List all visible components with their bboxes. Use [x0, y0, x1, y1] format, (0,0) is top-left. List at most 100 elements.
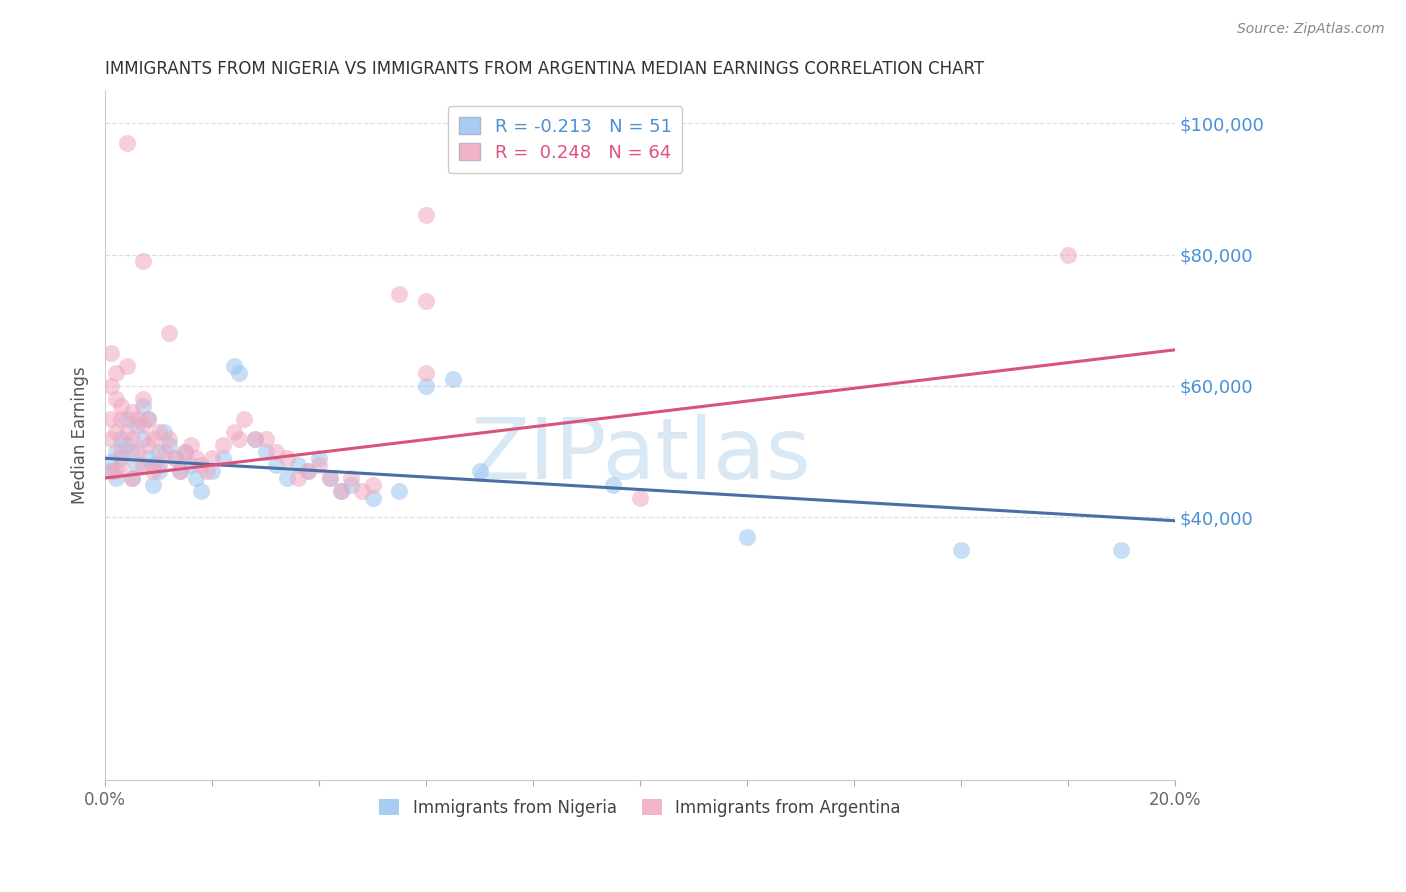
Point — [388, 484, 411, 499]
Point — [949, 543, 972, 558]
Point — [1109, 543, 1132, 558]
Point — [142, 477, 165, 491]
Point — [110, 432, 132, 446]
Point — [163, 451, 186, 466]
Point — [340, 471, 363, 485]
Point — [104, 366, 127, 380]
Point — [110, 412, 132, 426]
Point — [169, 465, 191, 479]
Point — [100, 412, 122, 426]
Point — [110, 451, 132, 466]
Point — [121, 432, 143, 446]
Legend: Immigrants from Nigeria, Immigrants from Argentina: Immigrants from Nigeria, Immigrants from… — [373, 792, 907, 823]
Point — [415, 366, 437, 380]
Point — [148, 458, 170, 472]
Point — [243, 432, 266, 446]
Point — [157, 432, 180, 446]
Point — [131, 254, 153, 268]
Point — [115, 425, 138, 439]
Text: IMMIGRANTS FROM NIGERIA VS IMMIGRANTS FROM ARGENTINA MEDIAN EARNINGS CORRELATION: IMMIGRANTS FROM NIGERIA VS IMMIGRANTS FR… — [105, 60, 984, 78]
Point — [276, 451, 298, 466]
Point — [148, 465, 170, 479]
Point — [121, 471, 143, 485]
Point — [100, 465, 122, 479]
Point — [115, 136, 138, 150]
Point — [180, 458, 202, 472]
Point — [104, 465, 127, 479]
Point — [297, 465, 319, 479]
Point — [243, 432, 266, 446]
Point — [222, 425, 245, 439]
Point — [115, 438, 138, 452]
Point — [127, 444, 149, 458]
Point — [308, 451, 330, 466]
Text: ZIPatlas: ZIPatlas — [470, 415, 810, 498]
Point — [121, 471, 143, 485]
Point — [602, 477, 624, 491]
Point — [276, 471, 298, 485]
Point — [287, 471, 309, 485]
Point — [136, 412, 159, 426]
Point — [180, 438, 202, 452]
Point — [127, 418, 149, 433]
Point — [329, 484, 352, 499]
Point — [136, 451, 159, 466]
Point — [127, 412, 149, 426]
Point — [735, 530, 758, 544]
Point — [361, 491, 384, 505]
Point — [157, 438, 180, 452]
Point — [153, 425, 176, 439]
Point — [228, 432, 250, 446]
Point — [415, 379, 437, 393]
Point — [297, 465, 319, 479]
Point — [174, 444, 197, 458]
Point — [254, 432, 277, 446]
Point — [174, 444, 197, 458]
Point — [287, 458, 309, 472]
Point — [1056, 247, 1078, 261]
Point — [388, 287, 411, 301]
Point — [319, 471, 342, 485]
Point — [190, 458, 212, 472]
Point — [142, 465, 165, 479]
Point — [233, 412, 256, 426]
Point — [266, 444, 288, 458]
Point — [212, 451, 235, 466]
Point — [195, 465, 218, 479]
Point — [415, 208, 437, 222]
Point — [468, 465, 491, 479]
Point — [340, 477, 363, 491]
Point — [148, 444, 170, 458]
Point — [131, 432, 153, 446]
Y-axis label: Median Earnings: Median Earnings — [72, 367, 89, 504]
Point — [157, 326, 180, 341]
Point — [628, 491, 651, 505]
Point — [201, 451, 224, 466]
Point — [163, 451, 186, 466]
Point — [184, 451, 207, 466]
Point — [110, 399, 132, 413]
Point — [184, 471, 207, 485]
Point — [115, 412, 138, 426]
Point — [100, 454, 122, 468]
Point — [121, 444, 143, 458]
Point — [148, 425, 170, 439]
Point — [121, 405, 143, 419]
Point — [201, 465, 224, 479]
Point — [266, 458, 288, 472]
Point — [190, 484, 212, 499]
Point — [142, 458, 165, 472]
Point — [115, 359, 138, 374]
Point — [222, 359, 245, 374]
Text: Source: ZipAtlas.com: Source: ZipAtlas.com — [1237, 22, 1385, 37]
Point — [329, 484, 352, 499]
Point — [100, 432, 122, 446]
Point — [131, 399, 153, 413]
Point — [254, 444, 277, 458]
Point — [361, 477, 384, 491]
Point — [415, 293, 437, 308]
Point — [104, 444, 127, 458]
Point — [104, 471, 127, 485]
Point — [136, 438, 159, 452]
Point — [131, 418, 153, 433]
